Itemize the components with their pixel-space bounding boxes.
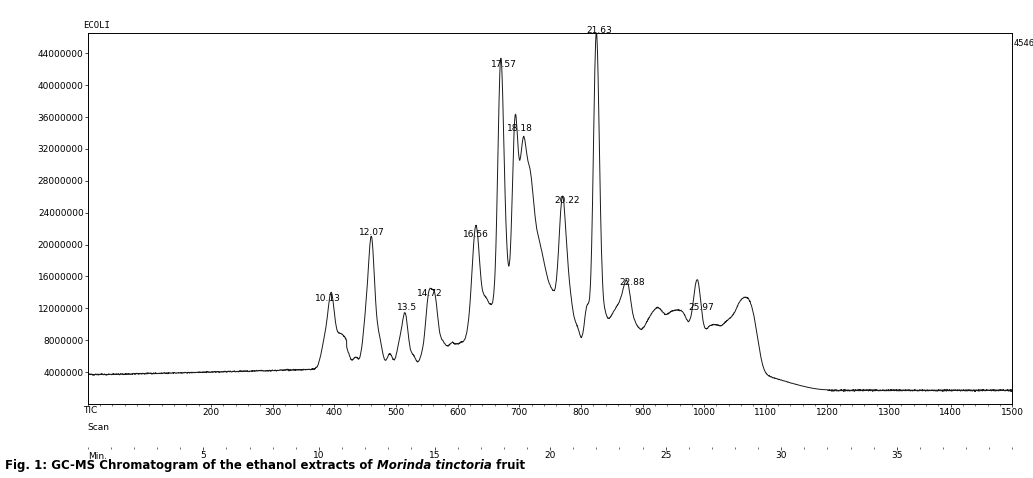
Text: 45466976: 45466976 xyxy=(1013,39,1033,48)
Text: Min.: Min. xyxy=(88,452,106,461)
Text: TIC: TIC xyxy=(84,406,97,415)
Text: Morinda tinctoria: Morinda tinctoria xyxy=(377,459,492,472)
Text: 25.97: 25.97 xyxy=(688,304,714,312)
Text: 12.07: 12.07 xyxy=(358,228,384,237)
Text: 22.88: 22.88 xyxy=(619,278,645,287)
Text: Fig. 1: GC-MS Chromatogram of the ethanol extracts of: Fig. 1: GC-MS Chromatogram of the ethano… xyxy=(5,459,377,472)
Text: 17.57: 17.57 xyxy=(491,60,516,69)
Text: 18.18: 18.18 xyxy=(507,124,533,133)
Text: 16.56: 16.56 xyxy=(463,230,489,239)
Text: 14.72: 14.72 xyxy=(417,289,443,298)
Text: Scan: Scan xyxy=(88,423,109,432)
Text: 21.63: 21.63 xyxy=(587,26,613,35)
Text: 10.13: 10.13 xyxy=(315,294,341,303)
Text: fruit: fruit xyxy=(492,459,525,472)
Text: ECOLI: ECOLI xyxy=(84,21,111,30)
Text: 20.22: 20.22 xyxy=(555,196,581,205)
Text: 13.5: 13.5 xyxy=(397,304,417,312)
